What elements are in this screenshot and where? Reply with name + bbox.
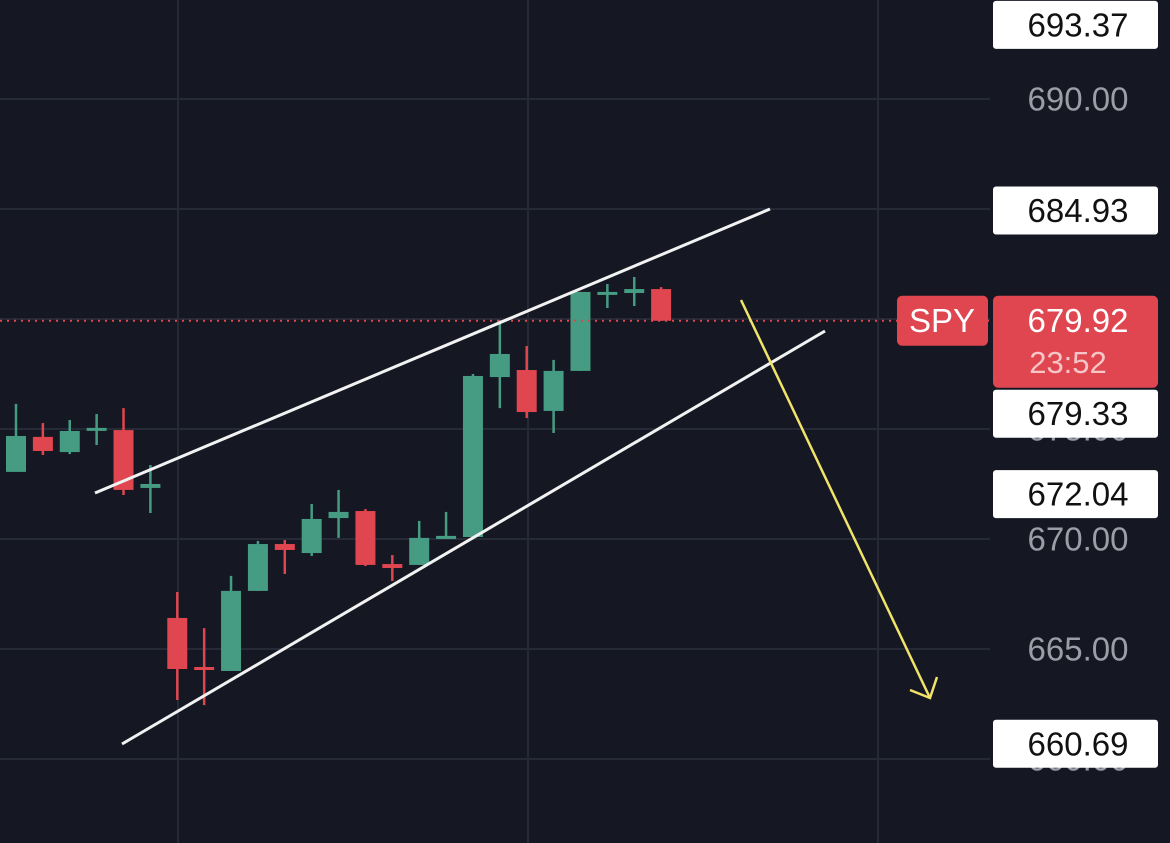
trend-line [121, 329, 826, 746]
price-label: 672.04 [1028, 476, 1129, 513]
candle-body [543, 370, 564, 411]
candle-body [194, 667, 215, 671]
candle-body [301, 518, 322, 554]
price-label-box [993, 389, 1158, 438]
candle-body [167, 617, 188, 669]
candle-body [382, 564, 403, 569]
candle-body [355, 511, 376, 565]
candle-body [221, 590, 242, 671]
trend-line [94, 207, 771, 495]
price-label: 693.37 [1028, 6, 1129, 43]
candle-body [597, 291, 618, 295]
price-label-box [993, 719, 1158, 768]
candle-body [462, 375, 483, 537]
drawings [94, 207, 939, 746]
candle-body [328, 511, 349, 519]
y-tick-label: 665.00 [1028, 630, 1129, 667]
symbol-label: SPY [909, 302, 975, 339]
price-label-box [993, 186, 1158, 235]
candle-body [274, 544, 295, 550]
price-label: 684.93 [1028, 192, 1129, 229]
candle-body [436, 535, 457, 539]
candle-body [489, 353, 510, 378]
candle-body [59, 430, 80, 453]
price-label-box [993, 470, 1158, 519]
arrow-head [909, 676, 939, 700]
candle-body [247, 544, 268, 591]
candle-body [624, 289, 645, 294]
candle-body [6, 436, 26, 472]
candle-body [409, 537, 430, 565]
last-price-box [993, 295, 1158, 388]
y-tick-label: 690.00 [1028, 80, 1129, 117]
price-label: 679.33 [1028, 395, 1129, 432]
candles [0, 276, 990, 706]
candle-body [570, 291, 591, 371]
grid [177, 0, 879, 843]
countdown-label: 23:52 [1029, 345, 1107, 380]
candle-body [86, 427, 107, 431]
arrow [739, 299, 932, 699]
price-label-box [993, 0, 1158, 49]
candle-body [516, 370, 537, 413]
y-tick-label: 670.00 [1028, 520, 1129, 557]
symbol-box [897, 295, 988, 346]
price-labels: SPY 693.37 684.93 679.33 672.04 660.69 679.92 2… [897, 0, 1158, 768]
last-price-label: 679.92 [1028, 302, 1129, 339]
price-label: 660.69 [1028, 725, 1129, 762]
candle-body [651, 289, 672, 321]
candle-body [140, 483, 161, 488]
candle-body [113, 430, 134, 490]
candle-body [32, 436, 53, 451]
